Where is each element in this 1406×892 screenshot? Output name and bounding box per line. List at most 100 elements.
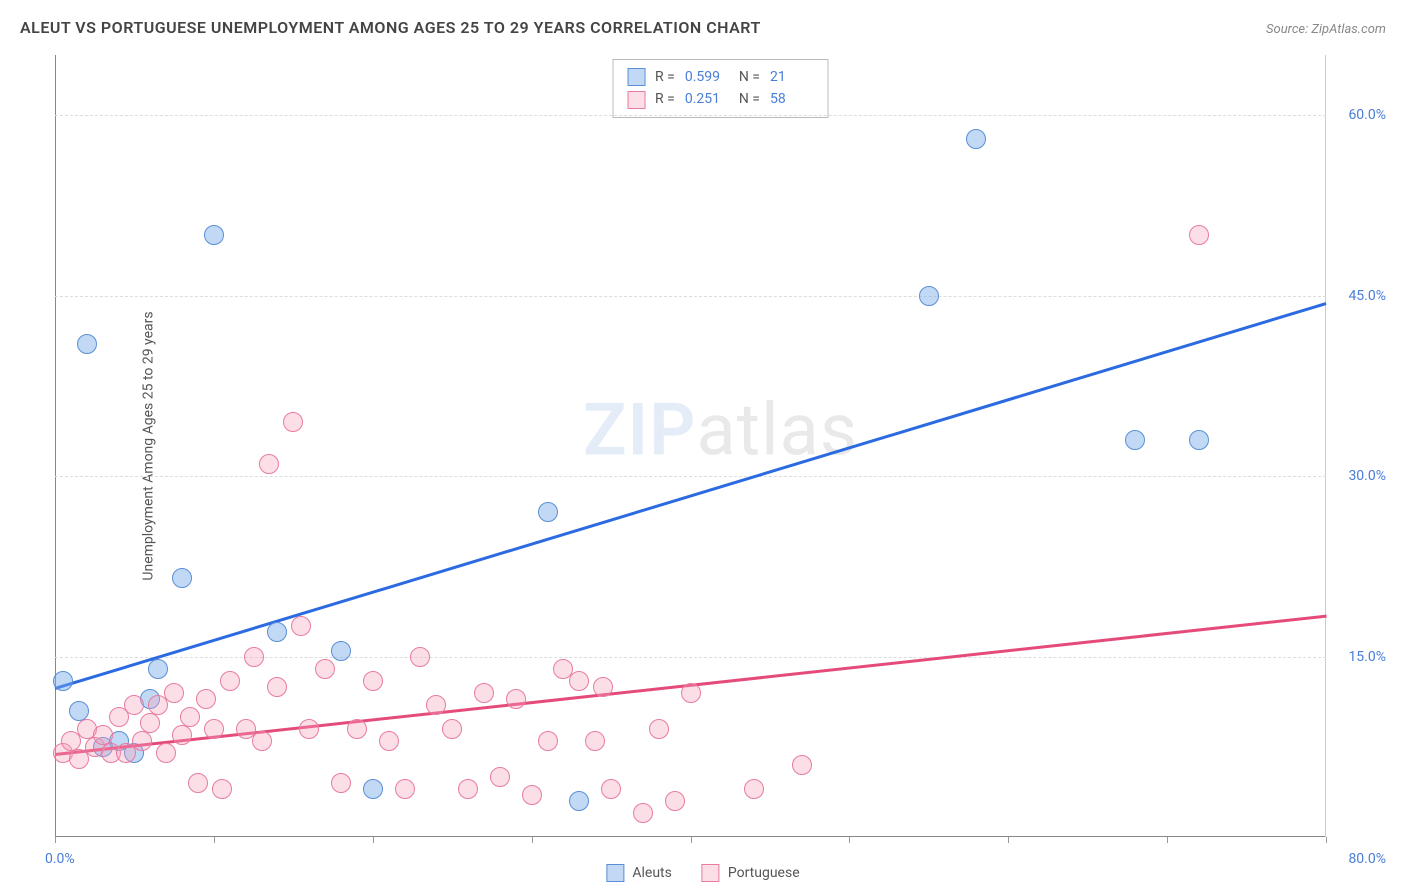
x-tick (1167, 837, 1168, 843)
scatter-point-pink (315, 659, 335, 679)
scatter-point-pink (347, 719, 367, 739)
plot-area: ZIPatlas 0.0% 80.0% R = 0.599 N = 21 R =… (55, 55, 1386, 837)
scatter-point-pink (291, 616, 311, 636)
scatter-point-pink (180, 707, 200, 727)
scatter-point-blue (363, 779, 383, 799)
legend-label-portuguese: Portuguese (728, 865, 800, 881)
x-tick (214, 837, 215, 843)
scatter-point-pink (267, 677, 287, 697)
y-tick-label: 45.0% (1348, 288, 1386, 304)
scatter-point-blue (148, 659, 168, 679)
x-tick (1008, 837, 1009, 843)
scatter-point-pink (506, 689, 526, 709)
scatter-point-pink (442, 719, 462, 739)
scatter-point-pink (649, 719, 669, 739)
scatter-point-blue (569, 791, 589, 811)
scatter-point-pink (283, 412, 303, 432)
legend-item-portuguese: Portuguese (702, 864, 800, 882)
scatter-point-blue (204, 225, 224, 245)
scatter-point-pink (569, 671, 589, 691)
scatter-point-pink (132, 731, 152, 751)
scatter-point-pink (490, 767, 510, 787)
scatter-point-pink (363, 671, 383, 691)
scatter-point-pink (331, 773, 351, 793)
scatter-point-pink (140, 713, 160, 733)
gridline (55, 115, 1326, 116)
scatter-point-pink (188, 773, 208, 793)
scatter-point-blue (77, 334, 97, 354)
scatter-point-pink (212, 779, 232, 799)
y-tick-label: 30.0% (1348, 468, 1386, 484)
x-tick (849, 837, 850, 843)
scatter-point-blue (267, 622, 287, 642)
chart-container: ZIPatlas 0.0% 80.0% R = 0.599 N = 21 R =… (55, 55, 1386, 837)
scatter-point-blue (53, 671, 73, 691)
scatter-point-pink (633, 803, 653, 823)
gridline (55, 476, 1326, 477)
scatter-point-pink (252, 731, 272, 751)
y-tick-label: 60.0% (1348, 107, 1386, 123)
r-value-aleuts: 0.599 (685, 66, 729, 88)
scatter-point-blue (69, 701, 89, 721)
scatter-point-pink (601, 779, 621, 799)
scatter-point-blue (331, 641, 351, 661)
scatter-point-pink (124, 695, 144, 715)
x-tick (1326, 837, 1327, 843)
x-tick (691, 837, 692, 843)
scatter-point-blue (966, 129, 986, 149)
scatter-point-pink (196, 689, 216, 709)
scatter-point-pink (244, 647, 264, 667)
swatch-pink-icon (627, 91, 645, 109)
x-tick (532, 837, 533, 843)
swatch-pink-icon (702, 864, 720, 882)
source-label: Source: ZipAtlas.com (1266, 22, 1386, 37)
stats-box: R = 0.599 N = 21 R = 0.251 N = 58 (612, 59, 829, 118)
scatter-point-pink (259, 454, 279, 474)
scatter-point-pink (156, 743, 176, 763)
x-tick (373, 837, 374, 843)
scatter-point-pink (93, 725, 113, 745)
scatter-point-blue (538, 502, 558, 522)
stats-row-aleuts: R = 0.599 N = 21 (627, 66, 814, 88)
scatter-point-pink (522, 785, 542, 805)
watermark: ZIPatlas (583, 388, 858, 473)
swatch-blue-icon (627, 68, 645, 86)
scatter-point-blue (1125, 430, 1145, 450)
scatter-point-blue (919, 286, 939, 306)
r-value-portuguese: 0.251 (685, 88, 729, 110)
scatter-point-pink (379, 731, 399, 751)
stats-row-portuguese: R = 0.251 N = 58 (627, 88, 814, 110)
bottom-legend: Aleuts Portuguese (606, 864, 799, 882)
gridline (55, 296, 1326, 297)
scatter-point-pink (792, 755, 812, 775)
chart-title: ALEUT VS PORTUGUESE UNEMPLOYMENT AMONG A… (20, 18, 761, 37)
n-label: N = (739, 66, 760, 88)
scatter-point-blue (172, 568, 192, 588)
n-value-aleuts: 21 (770, 66, 814, 88)
x-origin-label: 0.0% (45, 851, 75, 867)
right-axis-line (1325, 55, 1326, 837)
y-axis-line (55, 55, 56, 837)
scatter-point-pink (172, 725, 192, 745)
trend-line-blue (55, 302, 1327, 689)
scatter-point-pink (164, 683, 184, 703)
scatter-point-pink (593, 677, 613, 697)
y-tick-label: 15.0% (1348, 649, 1386, 665)
scatter-point-pink (681, 683, 701, 703)
scatter-point-pink (458, 779, 478, 799)
scatter-point-pink (220, 671, 240, 691)
scatter-point-pink (204, 719, 224, 739)
scatter-point-pink (1189, 225, 1209, 245)
scatter-point-pink (395, 779, 415, 799)
scatter-point-pink (585, 731, 605, 751)
x-max-label: 80.0% (1348, 851, 1386, 867)
scatter-point-pink (474, 683, 494, 703)
r-label: R = (655, 66, 675, 88)
scatter-point-pink (426, 695, 446, 715)
scatter-point-pink (744, 779, 764, 799)
n-value-portuguese: 58 (770, 88, 814, 110)
scatter-point-pink (299, 719, 319, 739)
r-label: R = (655, 88, 675, 110)
scatter-point-pink (665, 791, 685, 811)
legend-item-aleuts: Aleuts (606, 864, 671, 882)
